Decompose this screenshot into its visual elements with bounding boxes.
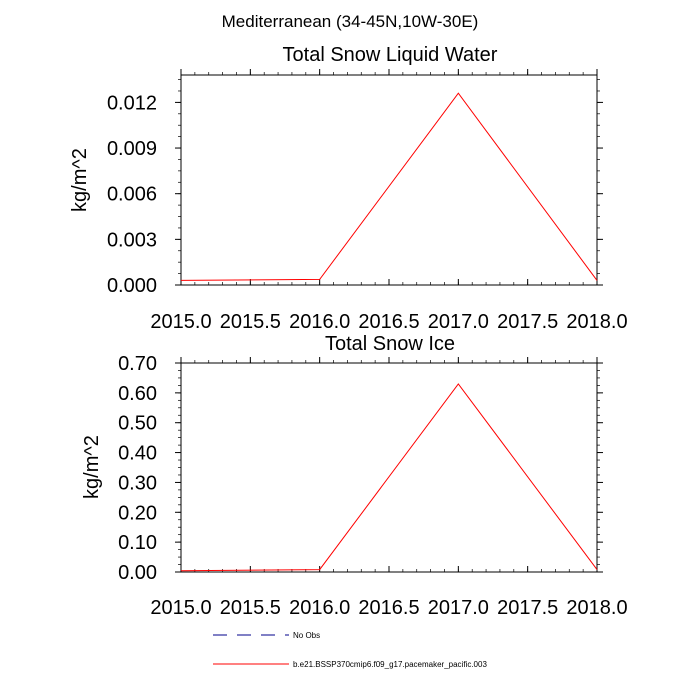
legend-model-label: b.e21.BSSP370cmip6.f09_g17.pacemaker_pac… bbox=[293, 660, 487, 669]
x-tick-label: 2016.0 bbox=[289, 311, 350, 333]
panel-snow-ice: Total Snow Ice kg/m^2 2015.0 2015.5 2016.0… bbox=[81, 333, 628, 619]
x-tick-label: 2018.0 bbox=[566, 597, 627, 619]
x-tick-label: 2015.0 bbox=[150, 311, 211, 333]
y-tick-label: 0.003 bbox=[107, 229, 157, 251]
x-tick-label: 2016.0 bbox=[289, 597, 350, 619]
y-tick-label: 0.10 bbox=[118, 532, 157, 554]
panel-2-title: Total Snow Ice bbox=[325, 333, 455, 355]
y-tick-label: 0.30 bbox=[118, 472, 157, 494]
x-tick-label: 2017.5 bbox=[497, 311, 558, 333]
y-tick-label: 0.20 bbox=[118, 502, 157, 524]
legend-no-obs-label: No Obs bbox=[293, 631, 320, 640]
y-tick-label: 0.000 bbox=[107, 275, 157, 297]
panel-1-ticks: 2015.0 2015.5 2016.0 2016.5 2017.0 2017.5 2018… bbox=[107, 69, 628, 333]
y-tick-label: 0.60 bbox=[118, 383, 157, 405]
x-tick-label: 2015.5 bbox=[220, 311, 281, 333]
y-tick-label: 0.40 bbox=[118, 443, 157, 465]
x-tick-label: 2015.0 bbox=[150, 597, 211, 619]
x-tick-label: 2016.5 bbox=[358, 597, 419, 619]
y-tick-label: 0.009 bbox=[107, 138, 157, 160]
panel-2-ticks: 2015.0 2015.5 2016.0 2016.5 2017.0 2017.5 2018… bbox=[118, 353, 628, 619]
x-tick-label: 2018.0 bbox=[566, 311, 627, 333]
panel-snow-liquid-water: Total Snow Liquid Water kg/m^2 2015.0 201… bbox=[69, 44, 628, 333]
panel-2-ylabel: kg/m^2 bbox=[81, 435, 103, 499]
y-tick-label: 0.50 bbox=[118, 413, 157, 435]
x-tick-label: 2016.5 bbox=[358, 311, 419, 333]
y-tick-label: 0.006 bbox=[107, 184, 157, 206]
x-tick-label: 2017.0 bbox=[428, 597, 489, 619]
series-line bbox=[180, 383, 598, 572]
panel-1-ylabel: kg/m^2 bbox=[69, 148, 91, 212]
panel-1-series bbox=[180, 92, 598, 281]
x-tick-label: 2015.5 bbox=[220, 597, 281, 619]
y-tick-label: 0.70 bbox=[118, 353, 157, 375]
panel-2-series bbox=[180, 383, 598, 572]
panel-1-title: Total Snow Liquid Water bbox=[283, 44, 498, 66]
x-tick-label: 2017.5 bbox=[497, 597, 558, 619]
x-tick-label: 2017.0 bbox=[428, 311, 489, 333]
legend: No Obs b.e21.BSSP370cmip6.f09_g17.pacema… bbox=[213, 631, 487, 669]
series-line bbox=[180, 92, 598, 281]
y-tick-label: 0.012 bbox=[107, 92, 157, 114]
figure-suptitle: Mediterranean (34-45N,10W-30E) bbox=[222, 12, 479, 31]
y-tick-label: 0.00 bbox=[118, 562, 157, 584]
